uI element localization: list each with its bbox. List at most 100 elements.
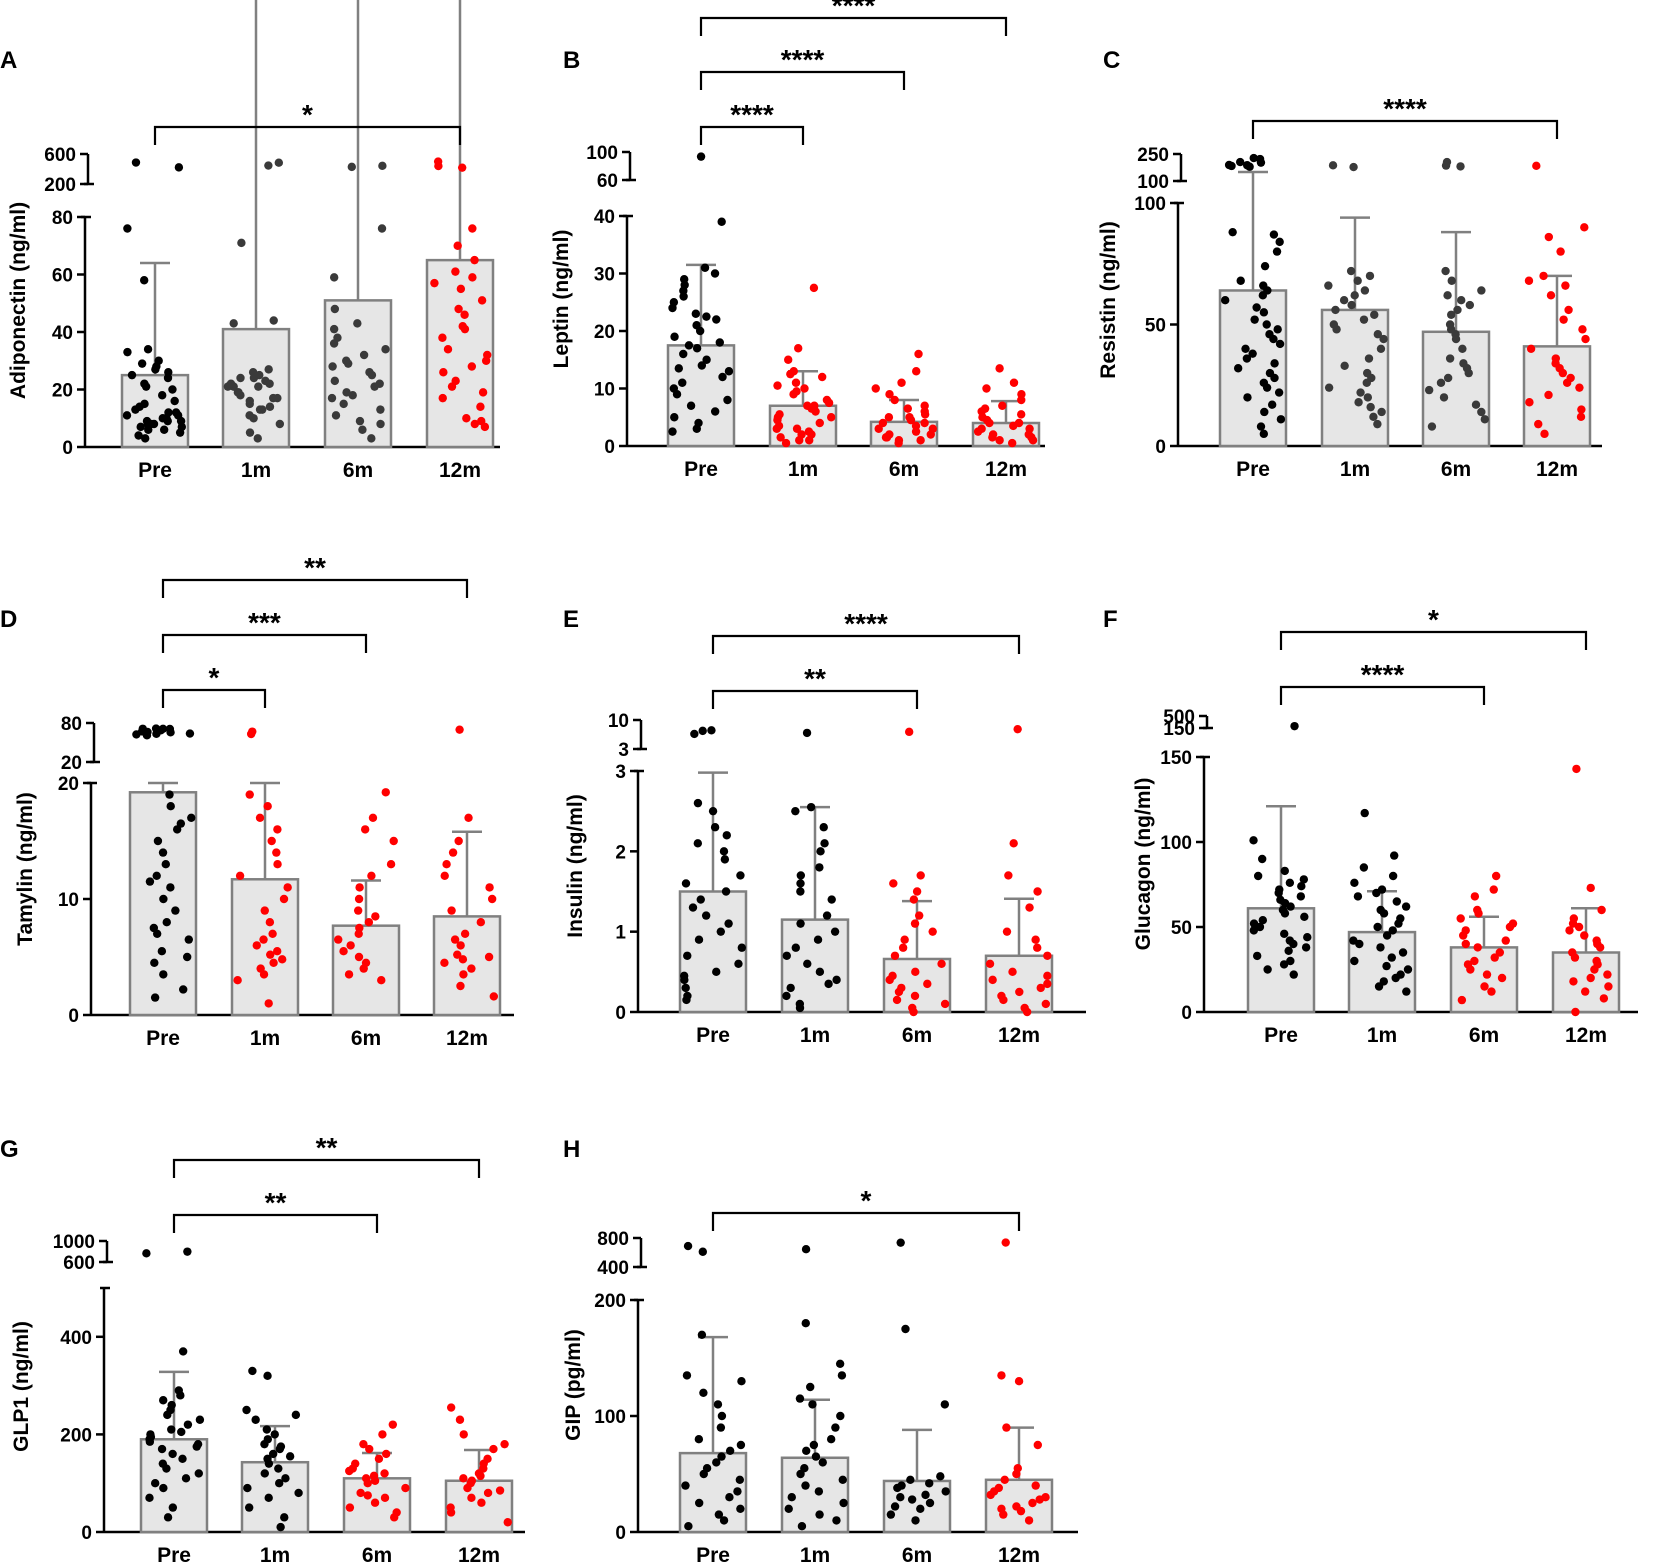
- data-point: [265, 918, 275, 927]
- data-point: [670, 413, 679, 422]
- data-point: [1013, 724, 1022, 734]
- data-point: [1461, 926, 1470, 935]
- data-point: [802, 728, 812, 738]
- data-point: [838, 1475, 847, 1485]
- data-point: [936, 1472, 945, 1481]
- data-point: [800, 384, 809, 393]
- data-point: [941, 1487, 950, 1496]
- data-point: [701, 911, 711, 920]
- data-point: [460, 310, 469, 319]
- data-point: [694, 935, 704, 944]
- data-point: [1249, 153, 1258, 163]
- data-point: [1233, 364, 1243, 373]
- data-point: [1014, 418, 1024, 428]
- data-point: [1007, 438, 1017, 448]
- significance-bracket: [711, 1211, 1021, 1231]
- data-point: [684, 341, 694, 350]
- data-point: [1273, 325, 1282, 334]
- data-point: [1597, 905, 1606, 915]
- y-tick-label: 50: [1145, 316, 1166, 337]
- panel-letter: C: [1103, 47, 1120, 74]
- data-point: [1376, 905, 1385, 915]
- data-point: [166, 883, 175, 892]
- data-point: [1377, 407, 1386, 417]
- data-point: [1526, 344, 1536, 353]
- data-point: [455, 1415, 465, 1424]
- data-point: [266, 950, 275, 959]
- data-point: [174, 163, 184, 172]
- data-point: [906, 1475, 915, 1485]
- data-point: [1568, 948, 1577, 957]
- data-point: [430, 278, 439, 288]
- data-point: [159, 894, 168, 904]
- data-point: [451, 267, 460, 276]
- data-point: [1453, 305, 1462, 315]
- data-point: [1017, 390, 1026, 399]
- data-point: [722, 831, 731, 840]
- y-tick-label: 200: [594, 1291, 626, 1312]
- data-point: [690, 729, 699, 739]
- y-axis-label: GIP (pg/ml): [562, 1329, 585, 1441]
- data-point: [1482, 970, 1492, 979]
- y-tick-label-upper: 500: [1163, 707, 1195, 728]
- data-point: [923, 979, 932, 989]
- data-point: [1020, 1003, 1029, 1013]
- data-point: [1329, 320, 1339, 329]
- data-point: [688, 903, 698, 912]
- data-point: [784, 355, 793, 364]
- data-point: [333, 333, 342, 342]
- data-point: [1249, 919, 1259, 928]
- data-point: [1259, 429, 1269, 439]
- data-point: [1013, 1464, 1022, 1473]
- data-point: [683, 1241, 693, 1251]
- data-point: [1024, 1516, 1034, 1525]
- data-point: [787, 1493, 796, 1502]
- data-point: [826, 1435, 836, 1444]
- data-point: [683, 991, 692, 1001]
- x-tick-label: 1m: [250, 1027, 280, 1050]
- data-point: [269, 316, 278, 325]
- data-point: [159, 1396, 168, 1405]
- data-point: [438, 333, 447, 342]
- data-point: [453, 950, 462, 959]
- data-point: [1301, 943, 1311, 952]
- data-point: [800, 1464, 809, 1473]
- y-tick-label: 50: [1171, 918, 1192, 939]
- y-tick-label-upper: 600: [44, 145, 76, 166]
- data-point: [682, 1371, 692, 1380]
- data-point: [457, 163, 467, 172]
- data-point: [1275, 885, 1284, 894]
- data-point: [710, 407, 720, 416]
- data-point: [1303, 933, 1312, 942]
- data-point: [1000, 1475, 1009, 1485]
- data-point: [1403, 965, 1413, 974]
- data-point: [454, 304, 463, 314]
- data-point: [681, 983, 690, 993]
- data-point: [1360, 286, 1370, 295]
- data-point: [1396, 970, 1405, 979]
- data-point: [359, 350, 369, 360]
- data-point: [470, 255, 479, 265]
- data-point: [723, 395, 732, 405]
- data-point: [242, 1405, 251, 1415]
- data-point: [1388, 926, 1397, 935]
- data-point: [327, 393, 337, 403]
- data-point: [928, 424, 938, 433]
- data-point: [1004, 871, 1013, 880]
- data-point: [1248, 349, 1257, 358]
- data-point: [168, 1449, 177, 1459]
- data-point: [470, 419, 480, 429]
- data-point: [152, 871, 161, 880]
- data-point: [1599, 994, 1609, 1003]
- data-point: [1441, 266, 1450, 276]
- y-tick-label: 20: [52, 381, 73, 402]
- data-point: [792, 424, 802, 433]
- data-point: [910, 919, 920, 928]
- data-point: [438, 393, 447, 403]
- data-point: [1366, 402, 1375, 412]
- data-point: [884, 413, 894, 422]
- data-point: [827, 895, 836, 904]
